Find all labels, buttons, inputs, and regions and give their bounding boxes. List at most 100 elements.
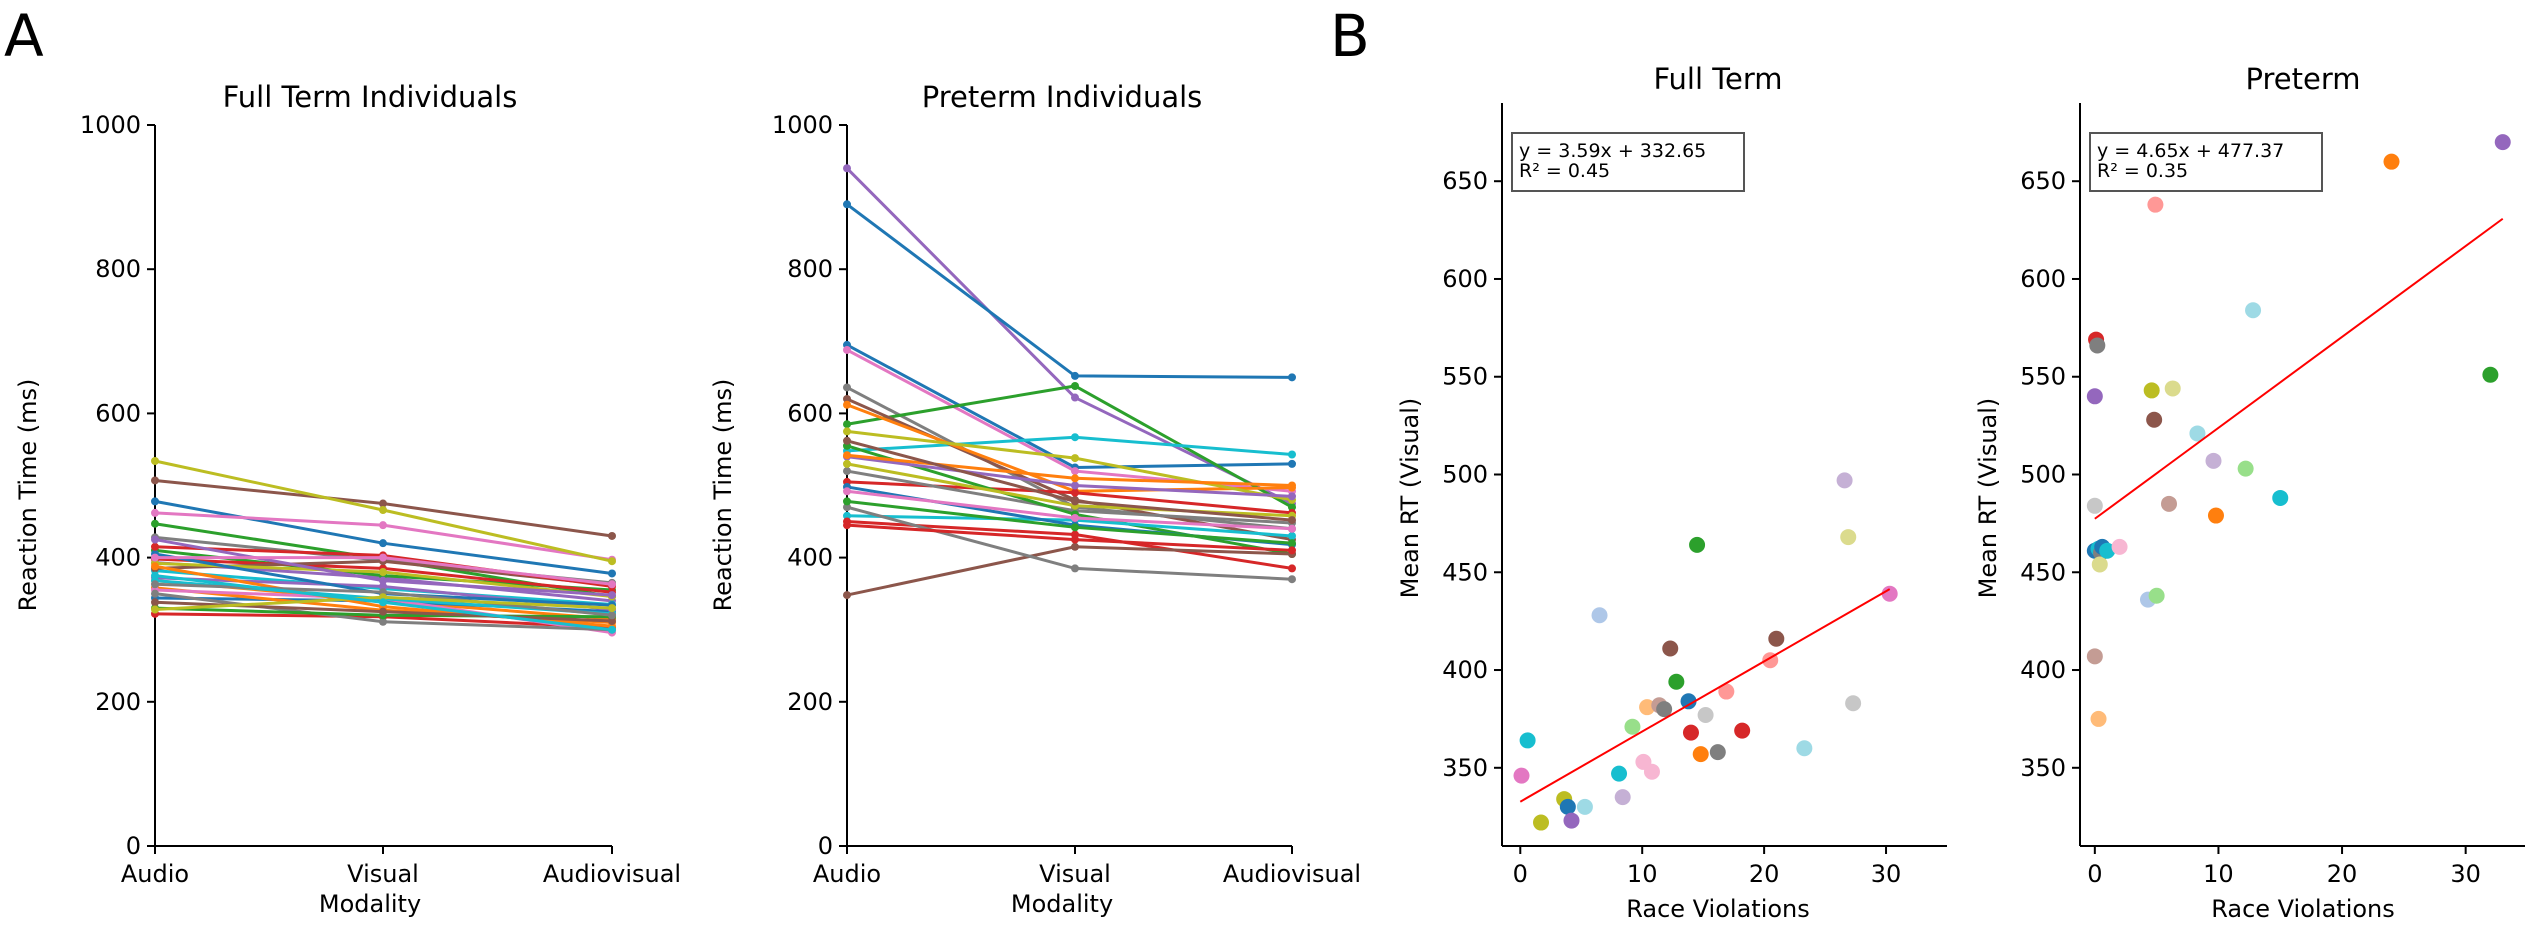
series-point — [843, 459, 851, 468]
scatter-point — [1559, 798, 1576, 815]
scatter-point — [1734, 722, 1751, 739]
r-squared-value: R² = 0.35 — [2097, 160, 2188, 182]
chart-title: Full Term — [1653, 62, 1782, 96]
series-point — [1071, 497, 1079, 506]
scatter-point — [2161, 495, 2177, 512]
x-axis-label: Modality — [1011, 890, 1113, 918]
series-point — [843, 200, 851, 209]
series-point — [151, 542, 159, 551]
series-point — [1071, 371, 1079, 380]
series-point — [608, 569, 616, 578]
x-tick-label: Audio — [121, 860, 189, 888]
series-point — [608, 617, 616, 626]
x-tick-label: Visual — [347, 860, 419, 888]
scatter-point — [1533, 814, 1550, 831]
scatter-point — [2090, 710, 2107, 727]
scatter-point — [1591, 607, 1608, 624]
scatter-point — [1643, 763, 1660, 780]
scatter-point — [2111, 538, 2128, 555]
scatter-point — [2148, 587, 2165, 604]
y-tick-label: 450 — [2020, 558, 2066, 586]
chart-title: Preterm — [2246, 62, 2361, 96]
series-point — [379, 539, 387, 548]
scatter-point — [1680, 693, 1697, 710]
x-tick-label: 0 — [1513, 860, 1528, 888]
x-axis-label: Race Violations — [1626, 895, 1810, 923]
scatter-point — [1563, 812, 1580, 829]
series-point — [151, 535, 159, 544]
series-point — [843, 345, 851, 354]
panel-letter-a: A — [4, 2, 44, 70]
series-point — [1071, 523, 1079, 532]
series-point — [379, 521, 387, 530]
y-tick-label: 200 — [95, 688, 141, 716]
series-point — [151, 519, 159, 528]
series-point — [1288, 450, 1296, 459]
series-point — [1288, 524, 1296, 533]
series-point — [608, 531, 616, 540]
y-tick-label: 1000 — [80, 111, 141, 139]
scatter-point — [1689, 536, 1706, 553]
series-point — [1071, 481, 1079, 490]
series-point — [151, 589, 159, 598]
series-point — [608, 625, 616, 634]
y-tick-label: 400 — [2020, 656, 2066, 684]
series-point — [843, 394, 851, 403]
scatter-point — [1682, 724, 1699, 741]
scatter-point — [2089, 337, 2106, 354]
chart-title: Full Term Individuals — [223, 80, 518, 114]
series-point — [608, 604, 616, 613]
scatter-point — [2086, 388, 2103, 405]
y-tick-label: 400 — [787, 544, 833, 572]
y-tick-label: 0 — [818, 832, 833, 860]
scatter-point — [2143, 382, 2160, 399]
series-point — [379, 499, 387, 508]
series-point — [843, 591, 851, 600]
series-point — [1288, 373, 1296, 382]
series-point — [843, 521, 851, 530]
x-tick-label: 20 — [1749, 860, 1780, 888]
series-point — [1288, 546, 1296, 555]
scatter-point — [1845, 695, 1862, 712]
series-point — [151, 562, 159, 571]
series-point — [608, 591, 616, 600]
series-point — [843, 503, 851, 512]
series-point — [151, 598, 159, 607]
scatter-point — [1662, 640, 1679, 657]
scatter-point — [2494, 134, 2511, 151]
r-squared-value: R² = 0.45 — [1519, 160, 1610, 182]
x-tick-label: 20 — [2327, 860, 2358, 888]
full-term-scatter-chart: Full Term Race Violations Mean RT (Visua… — [1396, 62, 1947, 923]
series-point — [608, 557, 616, 566]
scatter-point — [1836, 472, 1853, 489]
series-point — [1071, 467, 1079, 476]
regression-equation: y = 4.65x + 477.37 — [2097, 140, 2284, 162]
x-tick-label: 10 — [1627, 860, 1658, 888]
y-tick-label: 0 — [126, 832, 141, 860]
series-point — [379, 607, 387, 616]
scatter-point — [2272, 489, 2289, 506]
series-point — [1071, 474, 1079, 483]
series-point — [379, 506, 387, 515]
series-point — [1071, 535, 1079, 544]
y-tick-label: 500 — [1442, 461, 1488, 489]
y-tick-label: 550 — [2020, 363, 2066, 391]
regression-annotation-box — [1511, 132, 1745, 192]
scatter-point — [2091, 556, 2108, 573]
series-point — [843, 420, 851, 429]
y-tick-label: 600 — [95, 399, 141, 427]
x-axis-label: Modality — [319, 890, 421, 918]
series-point — [379, 598, 387, 607]
chart-title: Preterm Individuals — [922, 80, 1203, 114]
x-tick-label: Audiovisual — [543, 860, 681, 888]
y-tick-label: 600 — [787, 399, 833, 427]
series-point — [379, 582, 387, 591]
series-point — [151, 497, 159, 506]
series-point — [379, 576, 387, 585]
series-point — [1288, 481, 1296, 490]
series-point — [379, 553, 387, 562]
scatter-point — [2086, 497, 2103, 514]
series-point — [1071, 382, 1079, 391]
series-point — [151, 456, 159, 465]
preterm-individuals-chart: Preterm Individuals Modality Reaction Ti… — [709, 80, 1361, 918]
